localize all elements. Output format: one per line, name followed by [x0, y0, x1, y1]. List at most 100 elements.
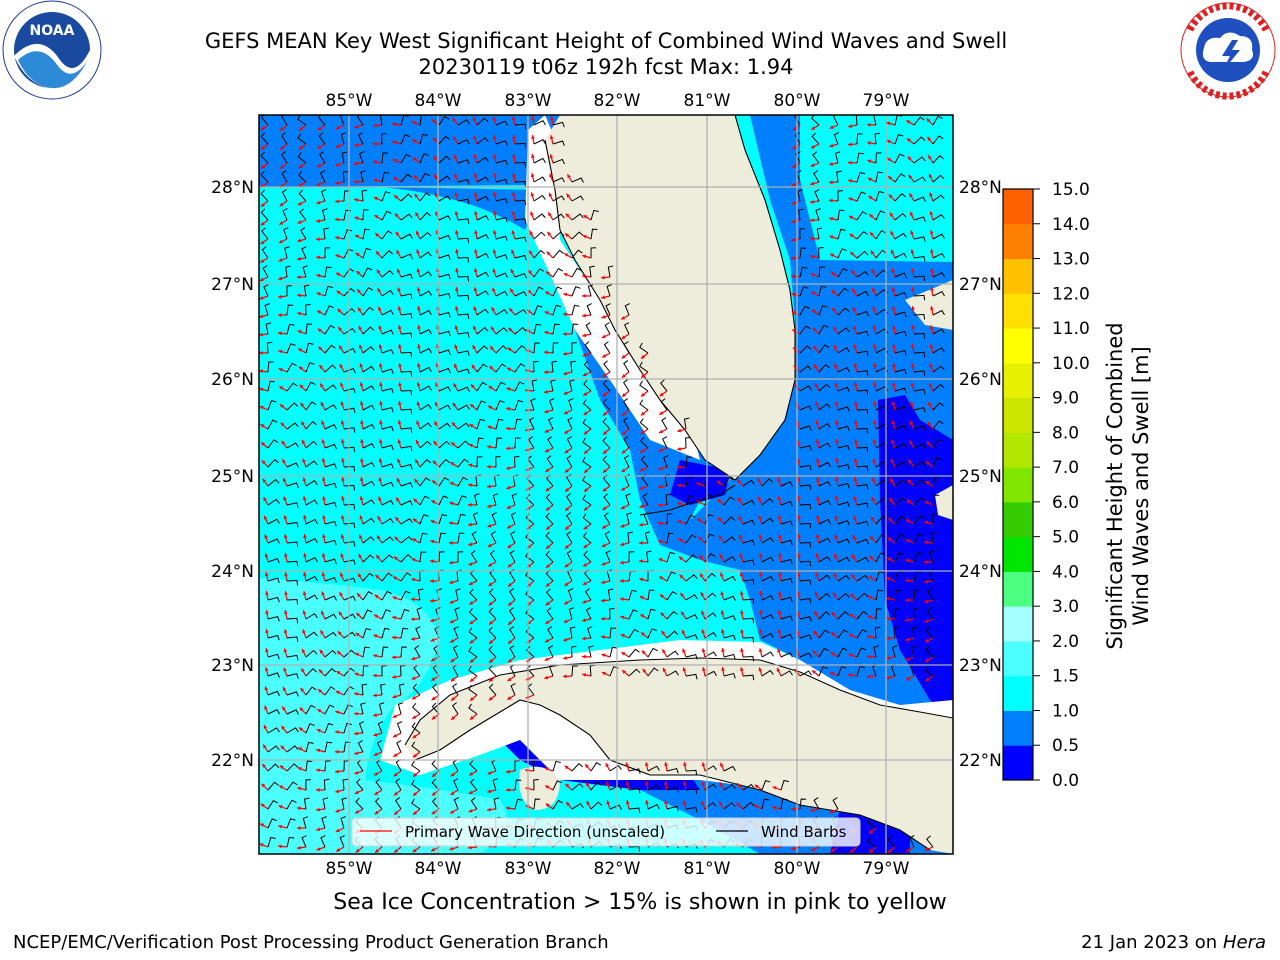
wind-barb — [514, 437, 521, 449]
wave-direction-arrowhead — [796, 572, 801, 577]
wave-direction-arrowhead — [641, 392, 645, 397]
wind-barb — [438, 273, 451, 280]
wind-barb — [607, 588, 614, 601]
wind-barb — [590, 762, 602, 772]
wave-direction-arrowhead — [564, 563, 569, 568]
wind-barb — [510, 512, 517, 525]
wind-barb — [343, 649, 356, 658]
wave-direction-arrowhead — [601, 580, 606, 585]
wave-direction-arrowhead — [778, 591, 782, 595]
wave-direction-arrowhead — [317, 310, 322, 315]
wind-barb — [685, 788, 698, 795]
wind-barb — [286, 580, 299, 586]
wave-direction-arrowhead — [359, 401, 364, 406]
wind-barb — [457, 458, 469, 468]
wave-direction-arrowhead — [891, 268, 895, 273]
wave-direction-arrowhead — [563, 273, 568, 277]
wind-barb — [913, 388, 926, 395]
wave-direction-arrowhead — [398, 344, 402, 348]
wave-direction-arrowhead — [392, 140, 397, 145]
map-frame — [258, 114, 954, 855]
wind-barb — [856, 408, 869, 415]
wind-barb — [639, 399, 649, 411]
wind-barb — [640, 436, 649, 449]
wind-barb — [469, 778, 478, 791]
wave-direction-arrowhead — [718, 801, 723, 806]
wave-direction-arrowhead — [302, 477, 307, 482]
wind-barb — [305, 538, 318, 544]
wind-barb — [856, 290, 869, 297]
wind-barb — [400, 371, 413, 377]
wind-barb — [571, 323, 579, 335]
wind-barb — [894, 608, 901, 620]
wind-barb — [798, 208, 804, 221]
wave-direction-arrowhead — [677, 483, 681, 488]
wind-barb — [552, 267, 564, 278]
wave-direction-arrowhead — [453, 136, 457, 141]
wave-direction-arrowhead — [829, 671, 834, 676]
wave-direction-arrowhead — [867, 595, 872, 600]
wave-direction-arrowhead — [316, 807, 320, 812]
wind-barb — [324, 668, 337, 677]
wave-direction-arrowhead — [565, 526, 569, 530]
wave-direction-arrowhead — [260, 823, 265, 828]
wind-barb — [453, 797, 460, 810]
wind-barb — [875, 386, 888, 392]
wave-direction-arrowhead — [872, 420, 877, 425]
wave-direction-arrowhead — [891, 401, 896, 406]
wind-barb — [457, 256, 470, 263]
wave-direction-arrowhead — [814, 591, 819, 596]
wave-direction-arrowhead — [318, 689, 323, 693]
wind-barb — [286, 691, 299, 697]
wind-barb — [913, 176, 926, 183]
wave-direction-arrowhead — [792, 329, 797, 333]
wave-direction-arrowhead — [450, 791, 455, 795]
wave-direction-arrowhead — [908, 174, 913, 179]
wave-direction-arrowhead — [564, 430, 569, 434]
wave-direction-arrowhead — [829, 180, 833, 185]
lat-label: 23°N — [211, 656, 254, 676]
wind-barb — [511, 493, 518, 506]
wave-direction-arrowhead — [417, 363, 421, 367]
wave-direction-arrowhead — [449, 541, 453, 545]
wind-barb — [514, 779, 522, 791]
wind-barb — [509, 550, 516, 563]
wave-direction-arrowhead — [548, 212, 552, 217]
wave-direction-arrowhead — [926, 441, 931, 446]
wave-direction-arrowhead — [565, 213, 570, 218]
wave-direction-arrowhead — [358, 326, 363, 331]
footer-date-text: 21 Jan 2023 on — [1081, 932, 1223, 953]
wave-direction-arrowhead — [791, 807, 795, 811]
wave-direction-arrowhead — [602, 487, 607, 492]
wind-barb — [400, 293, 413, 299]
wind-barb — [818, 556, 831, 563]
wave-direction-arrowhead — [449, 501, 454, 506]
wind-barb — [894, 479, 907, 487]
wind-barb — [419, 192, 431, 202]
wind-barb — [324, 501, 337, 508]
wind-barb — [856, 446, 869, 453]
wind-barb — [362, 423, 375, 430]
wave-direction-arrowhead — [889, 498, 894, 502]
wave-direction-arrowhead — [906, 848, 911, 852]
wave-direction-arrowhead — [321, 420, 325, 425]
wave-direction-arrowhead — [928, 173, 933, 178]
wave-direction-arrowhead — [907, 156, 912, 161]
wave-direction-arrowhead — [416, 382, 421, 387]
wind-barb — [322, 797, 329, 810]
wind-barb — [419, 251, 432, 259]
wave-direction-arrowhead — [302, 629, 306, 634]
lon-labels-bottom: 85°W 84°W 83°W 82°W 81°W 80°W 79°W — [326, 859, 910, 879]
wind-barb — [856, 428, 869, 434]
wave-direction-arrowhead — [316, 729, 321, 733]
wave-direction-arrowhead — [720, 591, 725, 596]
wave-direction-arrowhead — [754, 804, 759, 809]
wind-barb — [685, 673, 698, 680]
wind-barb — [305, 499, 318, 506]
wave-direction-arrowhead — [468, 483, 472, 487]
wave-direction-arrowhead — [758, 496, 762, 501]
wind-barb — [381, 536, 394, 544]
wind-barb — [704, 765, 717, 772]
wave-direction-arrowhead — [492, 268, 497, 273]
wind-barb — [567, 569, 573, 582]
